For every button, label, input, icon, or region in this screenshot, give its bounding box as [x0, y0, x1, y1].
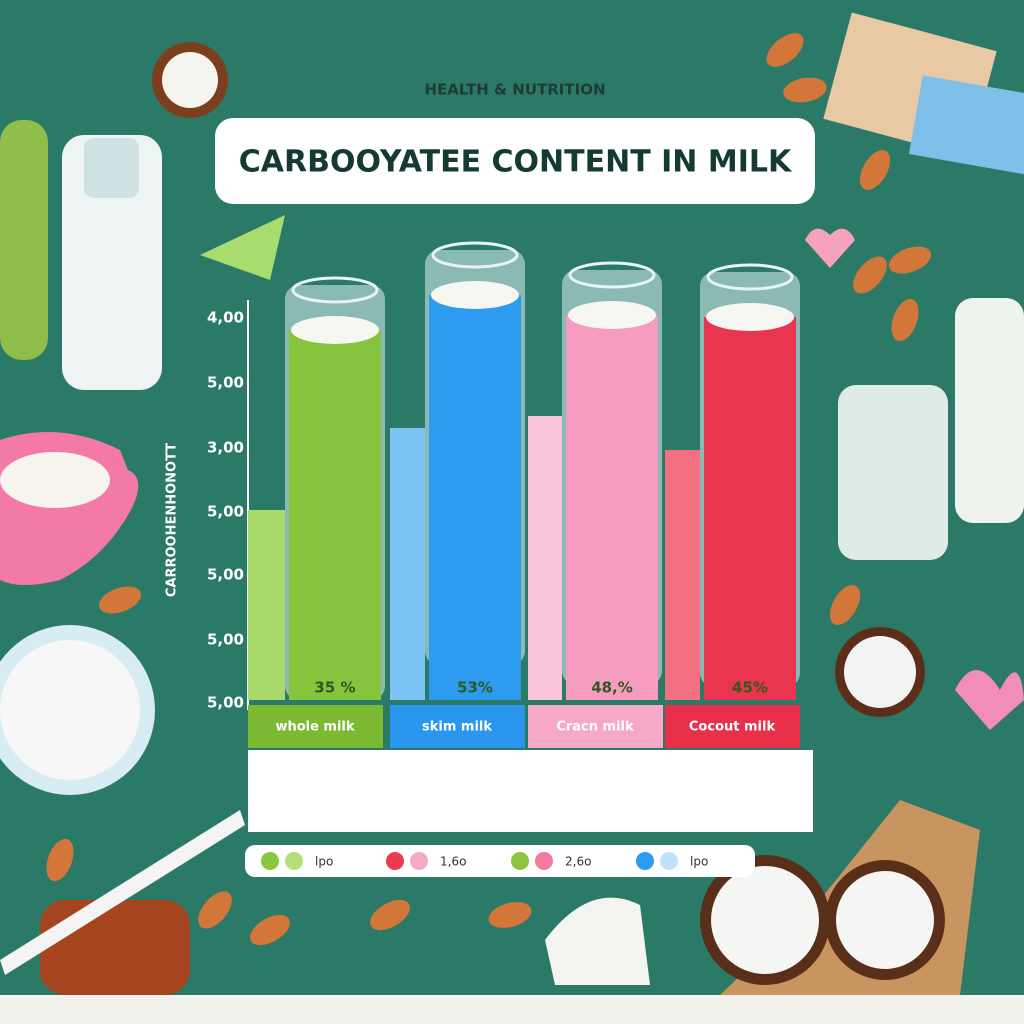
legend-dot: [535, 852, 553, 870]
coconut-flesh: [836, 871, 934, 969]
glass-right: [955, 298, 1024, 523]
tick-label: 4,00: [207, 309, 244, 327]
legend-label: 1,6o: [440, 855, 466, 869]
axis-title: CARROOHENHONOTT: [165, 443, 180, 597]
milk-top: [431, 281, 519, 309]
glass-rim: [431, 241, 519, 269]
legend: lpo 1,6o 2,6o lpo: [261, 852, 708, 870]
data-label: 45%: [732, 679, 768, 697]
legend-dot: [386, 852, 404, 870]
almond: [853, 256, 887, 294]
almond: [766, 33, 804, 67]
tick-label: 5,00: [207, 566, 244, 584]
legend-label: 2,6o: [565, 855, 591, 869]
almond: [891, 298, 919, 342]
liquid: [429, 295, 521, 700]
glass: [838, 385, 948, 560]
flower: [955, 670, 1024, 730]
legend-dot: [660, 852, 678, 870]
category-label: Cracn milk: [556, 720, 634, 735]
almond: [198, 891, 232, 929]
tick-label: 5,00: [207, 503, 244, 521]
back-bar: [390, 428, 425, 700]
legend-dot: [636, 852, 654, 870]
liquid: [704, 317, 796, 700]
almond: [46, 838, 74, 882]
box-blue: [908, 75, 1024, 175]
legend-dot: [285, 852, 303, 870]
sugar: [0, 640, 140, 780]
kicker: HEALTH & NUTRITION: [424, 81, 605, 99]
back-bar: [248, 510, 285, 700]
legend-dot: [511, 852, 529, 870]
liquid: [289, 330, 381, 700]
milk-top: [568, 301, 656, 329]
legend-dot: [410, 852, 428, 870]
milk-bottle: [62, 135, 162, 390]
almond: [859, 150, 891, 190]
back-bar: [665, 450, 700, 700]
decor: [0, 12, 1024, 995]
spice-bowl: [40, 900, 190, 995]
ticks: 4,00 5,00 3,00 5,00 5,00 5,00 5,00: [207, 309, 244, 712]
legend-label: lpo: [690, 855, 708, 869]
data-label: 35 %: [314, 679, 355, 697]
tick-label: 5,00: [207, 374, 244, 392]
legend-label: lpo: [315, 855, 333, 869]
milk-top: [291, 316, 379, 344]
heart: [805, 228, 855, 268]
coconut-piece: [545, 897, 650, 985]
category-band: [248, 705, 383, 748]
liquid: [566, 315, 658, 700]
almond: [250, 914, 290, 946]
legend-dot: [261, 852, 279, 870]
corn: [0, 120, 48, 360]
almond: [888, 246, 932, 274]
milk-top: [706, 303, 794, 331]
coconut-top-flesh: [162, 52, 218, 108]
category-band: [390, 705, 525, 748]
data-label: 48,%: [591, 679, 633, 697]
glass-rim: [568, 261, 656, 289]
bottom-strip: [0, 995, 1024, 1024]
data-label: 53%: [457, 679, 493, 697]
tape: [0, 810, 245, 975]
title: CARBOOYATEE CONTENT IN MILK: [239, 145, 793, 180]
category-band: [528, 705, 663, 748]
bars: 35 %whole milkWhole Milk2.5 %o nm53%skim…: [248, 241, 800, 809]
coconut-flesh: [844, 636, 916, 708]
almond: [98, 586, 142, 614]
tick-label: 5,00: [207, 631, 244, 649]
bottle-neck: [84, 138, 139, 198]
category-label: whole milk: [275, 720, 354, 735]
back-bar: [528, 416, 562, 700]
glass-rim: [706, 263, 794, 291]
category-band: [665, 705, 800, 748]
tick-label: 5,00: [207, 694, 244, 712]
tick-label: 3,00: [207, 439, 244, 457]
legend-box: [245, 845, 755, 877]
almond: [829, 585, 861, 625]
coconut-flesh: [711, 866, 819, 974]
detail-panel: [248, 750, 813, 832]
almond: [488, 902, 532, 928]
category-label: skim milk: [422, 720, 492, 735]
category-label: Cocout milk: [689, 720, 776, 735]
cup-milk: [0, 452, 110, 508]
glass-rim: [291, 276, 379, 304]
almond: [370, 899, 410, 931]
leaf-triangle: [200, 215, 285, 280]
title-box: [215, 118, 815, 204]
almond: [783, 77, 827, 103]
